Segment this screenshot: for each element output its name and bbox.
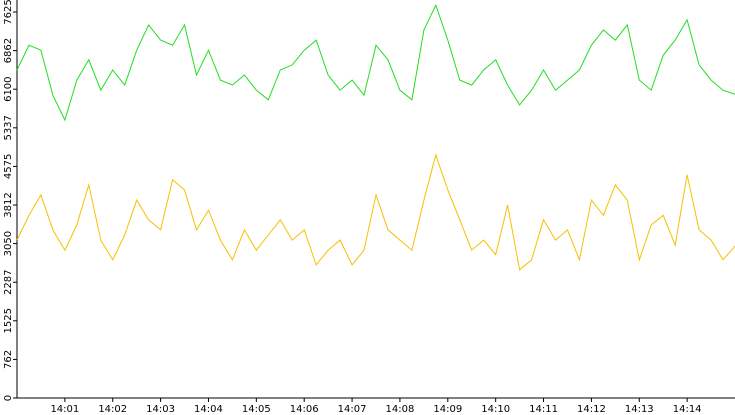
y-tick-label: 6100 bbox=[3, 76, 14, 101]
y-tick-label: 5337 bbox=[3, 115, 14, 140]
series-line bbox=[16, 153, 735, 271]
series-line bbox=[16, 3, 735, 122]
x-tick-label: 14:01 bbox=[50, 404, 79, 415]
x-tick-label: 14:11 bbox=[529, 404, 558, 415]
x-tick-label: 14:12 bbox=[577, 404, 606, 415]
y-tick-label: 3050 bbox=[3, 231, 14, 256]
x-tick-label: 14:10 bbox=[481, 404, 510, 415]
x-tick-label: 14:02 bbox=[98, 404, 127, 415]
y-tick-label: 6862 bbox=[3, 38, 14, 63]
x-tick-label: 14:08 bbox=[386, 404, 415, 415]
x-tick-label: 14:09 bbox=[433, 404, 462, 415]
y-tick-label: 762 bbox=[3, 350, 14, 369]
y-tick-label: 1525 bbox=[3, 308, 14, 333]
x-tick-label: 14:13 bbox=[625, 404, 654, 415]
y-tick-label: 2287 bbox=[3, 269, 14, 294]
y-tick-label: 3812 bbox=[3, 192, 14, 217]
x-tick-label: 14:03 bbox=[146, 404, 175, 415]
y-tick-label: 4575 bbox=[3, 154, 14, 179]
x-tick-label: 14:14 bbox=[673, 404, 702, 415]
x-tick-label: 14:07 bbox=[338, 404, 367, 415]
x-tick-label: 14:06 bbox=[290, 404, 319, 415]
y-tick-label: 0 bbox=[3, 395, 14, 401]
y-tick-label: 7625 bbox=[3, 0, 14, 25]
x-tick-label: 14:04 bbox=[194, 404, 223, 415]
x-tick-label: 14:05 bbox=[242, 404, 271, 415]
